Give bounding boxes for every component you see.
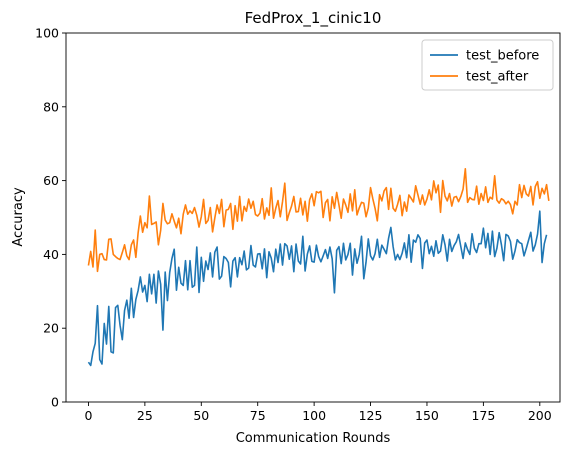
plot-series — [87, 167, 550, 367]
y-axis: 0 20 40 60 80 100 — [35, 26, 66, 410]
x-tick-label: 25 — [137, 408, 153, 423]
x-tick-label: 100 — [302, 408, 326, 423]
y-tick-label: 40 — [43, 247, 59, 262]
legend-label: test_before — [466, 49, 539, 64]
y-tick-label: 60 — [43, 173, 59, 188]
chart-title: FedProx_1_cinic10 — [245, 9, 382, 28]
series-line-1 — [87, 210, 548, 367]
legend-label: test_after — [466, 70, 529, 85]
x-tick-label: 0 — [84, 408, 92, 423]
y-tick-label: 20 — [43, 321, 59, 336]
plot-frame — [65, 32, 561, 403]
x-tick-label: 125 — [359, 408, 383, 423]
legend: test_before test_after — [421, 39, 554, 91]
x-axis: 0 25 50 75 100 125 150 175 200 — [84, 402, 552, 423]
x-tick-label: 75 — [250, 408, 266, 423]
x-tick-label: 175 — [471, 408, 495, 423]
x-tick-label: 50 — [193, 408, 209, 423]
y-tick-label: 80 — [43, 99, 59, 114]
y-tick-label: 100 — [35, 26, 59, 41]
x-tick-label: 150 — [415, 408, 439, 423]
y-tick-label: 0 — [51, 395, 59, 410]
legend-box — [421, 39, 554, 91]
y-axis-label: Accuracy — [11, 187, 26, 247]
x-tick-label: 200 — [528, 408, 552, 423]
x-axis-label: Communication Rounds — [236, 431, 391, 446]
series-line-2 — [87, 167, 550, 273]
